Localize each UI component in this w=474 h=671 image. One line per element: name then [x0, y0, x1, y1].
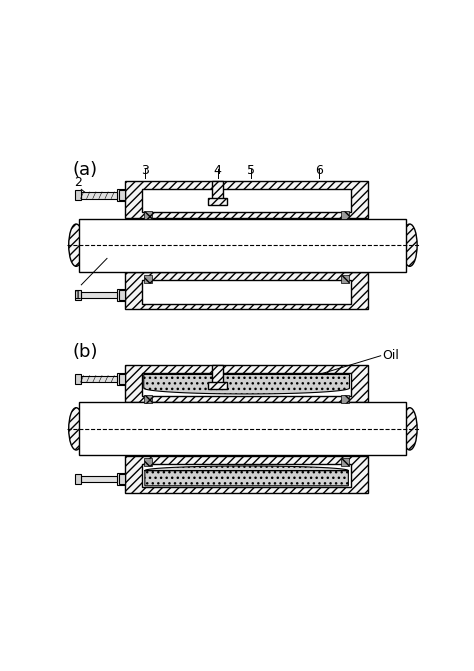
Text: 3: 3 — [141, 164, 149, 177]
Bar — [119, 191, 125, 200]
Bar — [75, 190, 81, 201]
Bar — [119, 374, 125, 384]
Ellipse shape — [69, 408, 83, 450]
Bar — [81, 192, 117, 199]
Bar — [75, 474, 81, 484]
Bar — [75, 374, 81, 384]
Ellipse shape — [402, 224, 417, 266]
Text: 5: 5 — [247, 164, 255, 177]
Polygon shape — [145, 466, 348, 486]
Bar — [117, 473, 125, 484]
Bar — [117, 289, 125, 301]
Bar — [81, 292, 117, 299]
Bar — [144, 395, 152, 403]
Bar — [144, 274, 152, 282]
Bar — [117, 373, 125, 384]
Bar — [119, 291, 125, 300]
Polygon shape — [144, 374, 349, 394]
Bar — [125, 456, 368, 493]
Bar — [81, 476, 117, 482]
Text: Oil: Oil — [383, 349, 400, 362]
Text: 6: 6 — [315, 164, 323, 177]
Text: 4: 4 — [214, 164, 221, 177]
Bar — [142, 189, 351, 213]
Bar — [142, 373, 351, 396]
Bar — [80, 403, 406, 456]
Text: 1: 1 — [73, 289, 82, 301]
Bar — [212, 365, 223, 383]
Bar — [75, 290, 81, 301]
Bar — [125, 365, 368, 402]
Ellipse shape — [402, 408, 417, 450]
Bar — [341, 211, 349, 219]
Ellipse shape — [69, 224, 83, 266]
Bar — [119, 474, 125, 484]
Bar — [117, 189, 125, 201]
Text: (a): (a) — [72, 160, 97, 178]
Bar — [212, 181, 223, 200]
Bar — [81, 376, 117, 382]
Bar — [341, 395, 349, 403]
Bar — [125, 272, 368, 309]
Bar — [208, 382, 227, 389]
Bar — [142, 280, 351, 303]
Bar — [208, 199, 227, 205]
Bar — [341, 274, 349, 282]
Bar — [125, 181, 368, 218]
Bar — [80, 219, 406, 272]
Bar — [142, 464, 351, 487]
Text: (b): (b) — [72, 342, 98, 360]
Bar — [144, 211, 152, 219]
Bar — [341, 458, 349, 466]
Bar — [144, 458, 152, 466]
Text: 2: 2 — [73, 176, 82, 189]
